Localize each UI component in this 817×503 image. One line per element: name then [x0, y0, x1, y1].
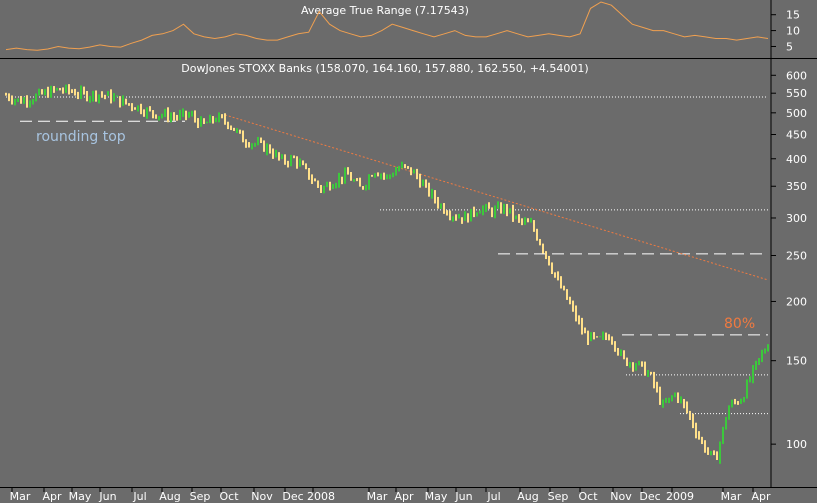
x-tick-label: May	[425, 490, 448, 503]
x-tick-label: May	[69, 490, 92, 503]
price-panel: DowJones STOXX Banks (158.070, 164.160, …	[0, 59, 817, 488]
x-tick-label: Apr	[394, 490, 414, 503]
price-y-tick-label: 500	[786, 107, 807, 120]
x-tick-label: Sep	[190, 490, 211, 503]
x-tick-label: Dec	[282, 490, 303, 503]
annotation-percent: 80%	[724, 316, 755, 332]
atr-title: Average True Range (7.17543)	[301, 4, 469, 17]
price-y-tick-label: 400	[786, 153, 807, 166]
x-tick-label: Mar	[367, 490, 388, 503]
price-y-tick-label: 200	[786, 295, 807, 308]
atr-y-axis: 5 10 15	[771, 9, 800, 53]
x-tick-label: Jul	[132, 490, 146, 503]
x-tick-label: Apr	[42, 490, 62, 503]
x-tick-label: Aug	[159, 490, 180, 503]
price-y-tick-label: 250	[786, 250, 807, 263]
atr-y-tick-label: 10	[786, 25, 800, 38]
x-tick-label: Dec	[639, 490, 660, 503]
x-tick-label: Jul	[486, 490, 500, 503]
x-tick-label: Nov	[610, 490, 632, 503]
price-y-tick-label: 550	[786, 87, 807, 100]
x-tick-label: Oct	[578, 490, 598, 503]
atr-y-tick-label: 15	[786, 9, 800, 22]
price-y-tick-label: 600	[786, 69, 807, 82]
price-bars	[5, 84, 769, 464]
price-y-tick-label: 450	[786, 129, 807, 142]
x-tick-label: Jun	[454, 490, 472, 503]
price-y-tick-label: 350	[786, 180, 807, 193]
x-axis: Mar Apr May Jun Jul Aug Sep Oct Nov Dec 2008 Mar Apr…	[10, 487, 771, 503]
x-tick-label: Mar	[10, 490, 31, 503]
trendline	[224, 114, 769, 281]
x-tick-label: Apr	[751, 490, 771, 503]
price-y-tick-label: 100	[786, 438, 807, 451]
price-y-tick-label: 150	[786, 355, 807, 368]
atr-panel: Average True Range (7.17543) 5 10 15	[0, 0, 817, 59]
x-tick-label: 2008	[307, 490, 335, 503]
x-tick-label: Oct	[219, 490, 239, 503]
x-tick-label: Jun	[98, 490, 116, 503]
atr-y-tick-label: 5	[786, 40, 793, 53]
atr-series-line	[5, 1, 769, 51]
annotation-rounding-top: rounding top	[36, 129, 126, 145]
x-tick-label: Aug	[517, 490, 538, 503]
price-y-tick-label: 300	[786, 212, 807, 225]
x-tick-label: 2009	[666, 490, 694, 503]
price-title: DowJones STOXX Banks (158.070, 164.160, …	[181, 62, 588, 75]
price-levels	[6, 96, 768, 415]
x-tick-label: Sep	[548, 490, 569, 503]
price-y-axis: 100 150 200 250 300 350 400 450 500 550 600	[771, 69, 807, 451]
x-tick-label: Mar	[721, 490, 742, 503]
x-tick-label: Nov	[251, 490, 273, 503]
